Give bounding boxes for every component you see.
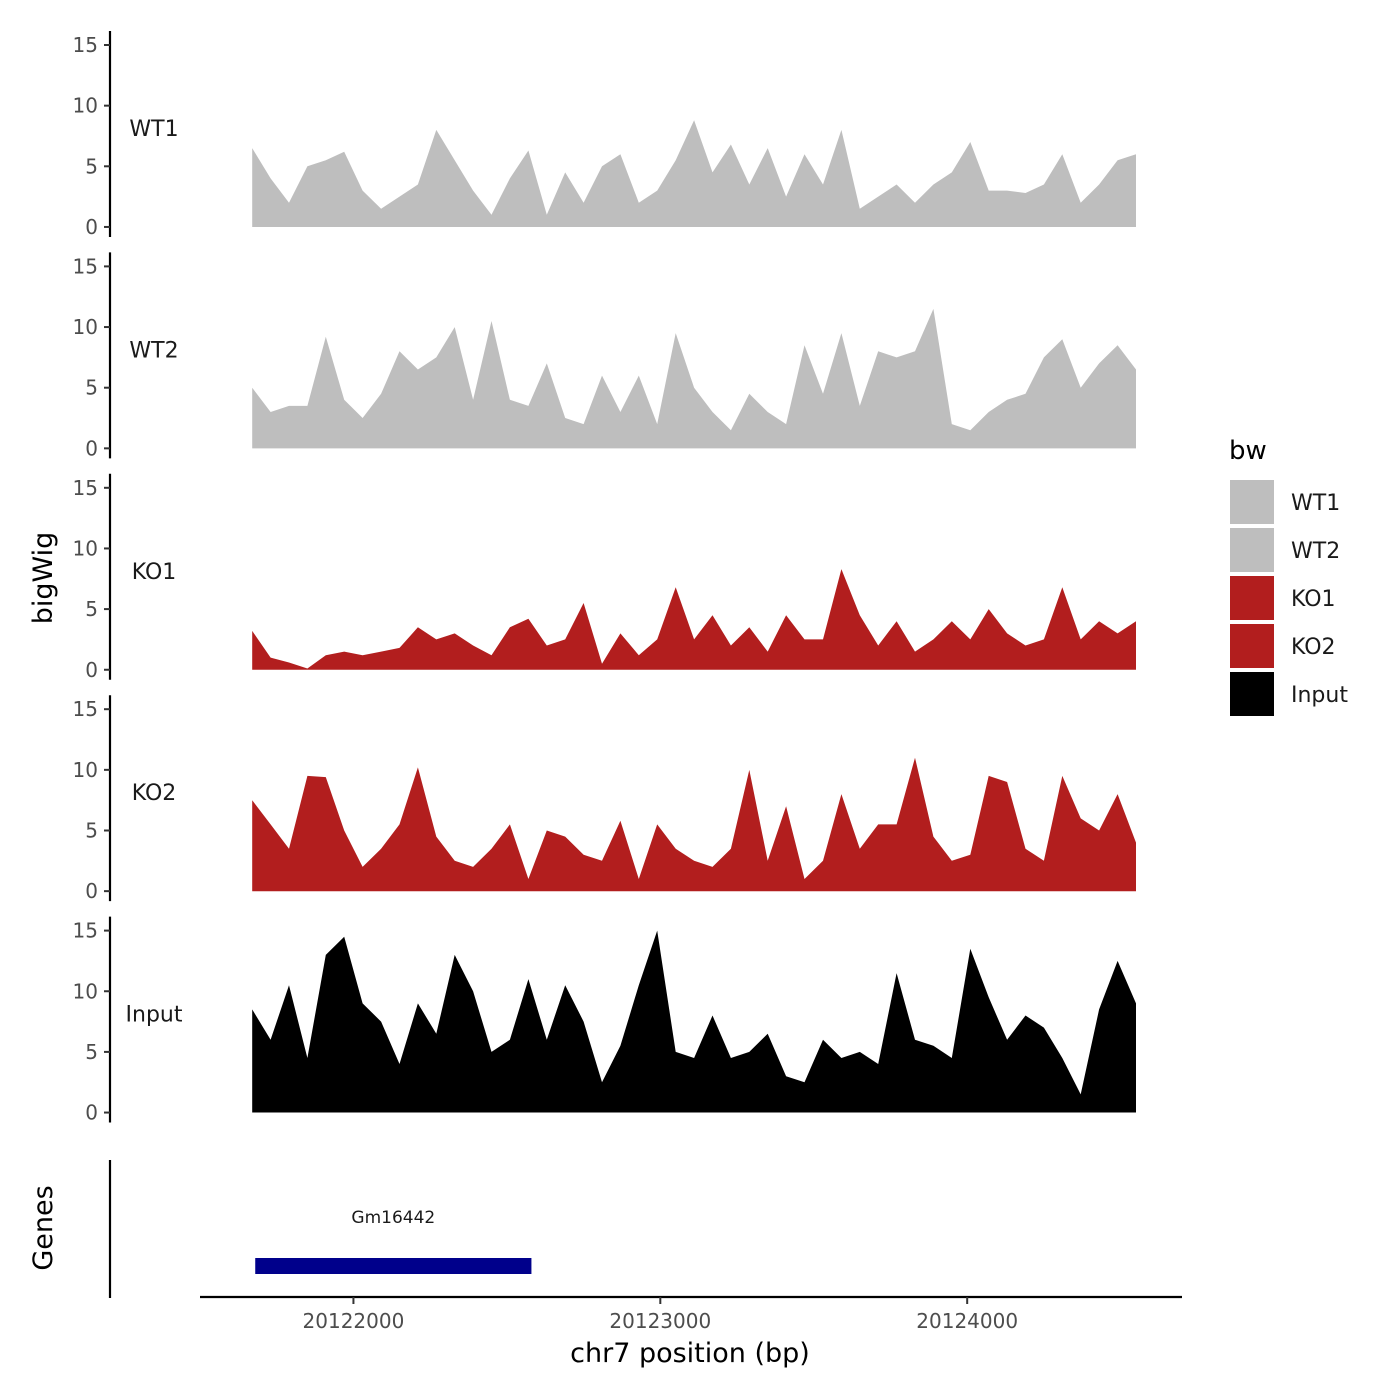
track-label: Input xyxy=(126,1003,183,1028)
y-tick-label: 10 xyxy=(73,979,98,1003)
y-tick-label: 15 xyxy=(73,919,98,943)
y-tick-label: 5 xyxy=(85,154,98,178)
legend-swatch xyxy=(1230,576,1274,620)
y-tick-label: 5 xyxy=(85,376,98,400)
area-ko2 xyxy=(252,757,1136,892)
legend-label: WT1 xyxy=(1291,491,1340,516)
y-tick-label: 10 xyxy=(73,94,98,118)
y-tick-label: 15 xyxy=(73,254,98,278)
legend-label: WT2 xyxy=(1291,539,1340,564)
area-ko1 xyxy=(252,569,1136,670)
y-tick-label: 0 xyxy=(85,658,98,682)
track-label: KO1 xyxy=(132,560,177,585)
legend-label: KO1 xyxy=(1291,587,1336,612)
legend-swatch xyxy=(1230,480,1274,524)
legend-item-ko1: KO1 xyxy=(1230,576,1336,620)
gene-label: Gm16442 xyxy=(351,1208,435,1228)
y-tick-label: 5 xyxy=(85,819,98,843)
track-wt2: 0 5 10 15 WT2 xyxy=(73,252,1136,460)
x-tick-label: 20123000 xyxy=(609,1309,711,1333)
legend-item-wt2: WT2 xyxy=(1230,528,1340,572)
x-tick-label: 20124000 xyxy=(916,1309,1018,1333)
y-tick-label: 0 xyxy=(85,215,98,239)
x-axis: 20122000 20123000 20124000 xyxy=(200,1295,1182,1333)
y-tick-label: 0 xyxy=(85,879,98,903)
legend-label: Input xyxy=(1291,683,1348,708)
legend-item-ko2: KO2 xyxy=(1230,624,1336,668)
y-tick-label: 15 xyxy=(73,697,98,721)
genes-track: Gm16442 xyxy=(108,1160,532,1298)
legend-label: KO2 xyxy=(1291,635,1336,660)
legend-swatch xyxy=(1230,672,1274,716)
legend-swatch xyxy=(1230,528,1274,572)
track-ko2: 0 5 10 15 KO2 xyxy=(73,695,1136,903)
x-tick-label: 20122000 xyxy=(303,1309,405,1333)
y-tick-label: 10 xyxy=(73,758,98,782)
legend-title: bw xyxy=(1229,436,1267,466)
area-wt2 xyxy=(252,308,1136,449)
y-tick-label: 10 xyxy=(73,315,98,339)
y-tick-label: 0 xyxy=(85,436,98,460)
track-input: 0 5 10 15 Input xyxy=(73,916,1136,1125)
y-tick-label: 0 xyxy=(85,1101,98,1125)
gene-body xyxy=(255,1258,532,1274)
y-tick-label: 15 xyxy=(73,476,98,500)
y-axis-title: bigWig xyxy=(28,532,59,625)
y-tick-label: 15 xyxy=(73,33,98,57)
track-label: KO2 xyxy=(132,781,177,806)
y-tick-label: 5 xyxy=(85,1040,98,1064)
legend-item-input: Input xyxy=(1230,672,1348,716)
track-label: WT2 xyxy=(129,338,178,363)
legend-item-wt1: WT1 xyxy=(1230,480,1340,524)
track-ko1: 0 5 10 15 KO1 xyxy=(73,473,1136,682)
legend: bw WT1 WT2 KO1 KO2 Input xyxy=(1229,436,1348,716)
y-tick-label: 10 xyxy=(73,536,98,560)
area-wt1 xyxy=(252,120,1136,227)
y-tick-label: 5 xyxy=(85,597,98,621)
genes-axis-title: Genes xyxy=(28,1185,59,1270)
legend-swatch xyxy=(1230,624,1274,668)
bigwig-tracks: 0 5 10 15 WT1 0 5 10 15 WT2 0 5 10 15 KO1 0 5 10 15 KO2 0 5 10… xyxy=(73,31,1136,1125)
area-input xyxy=(252,930,1136,1113)
x-axis-title: chr7 position (bp) xyxy=(570,1338,810,1369)
track-wt1: 0 5 10 15 WT1 xyxy=(73,31,1136,239)
track-label: WT1 xyxy=(129,117,178,142)
